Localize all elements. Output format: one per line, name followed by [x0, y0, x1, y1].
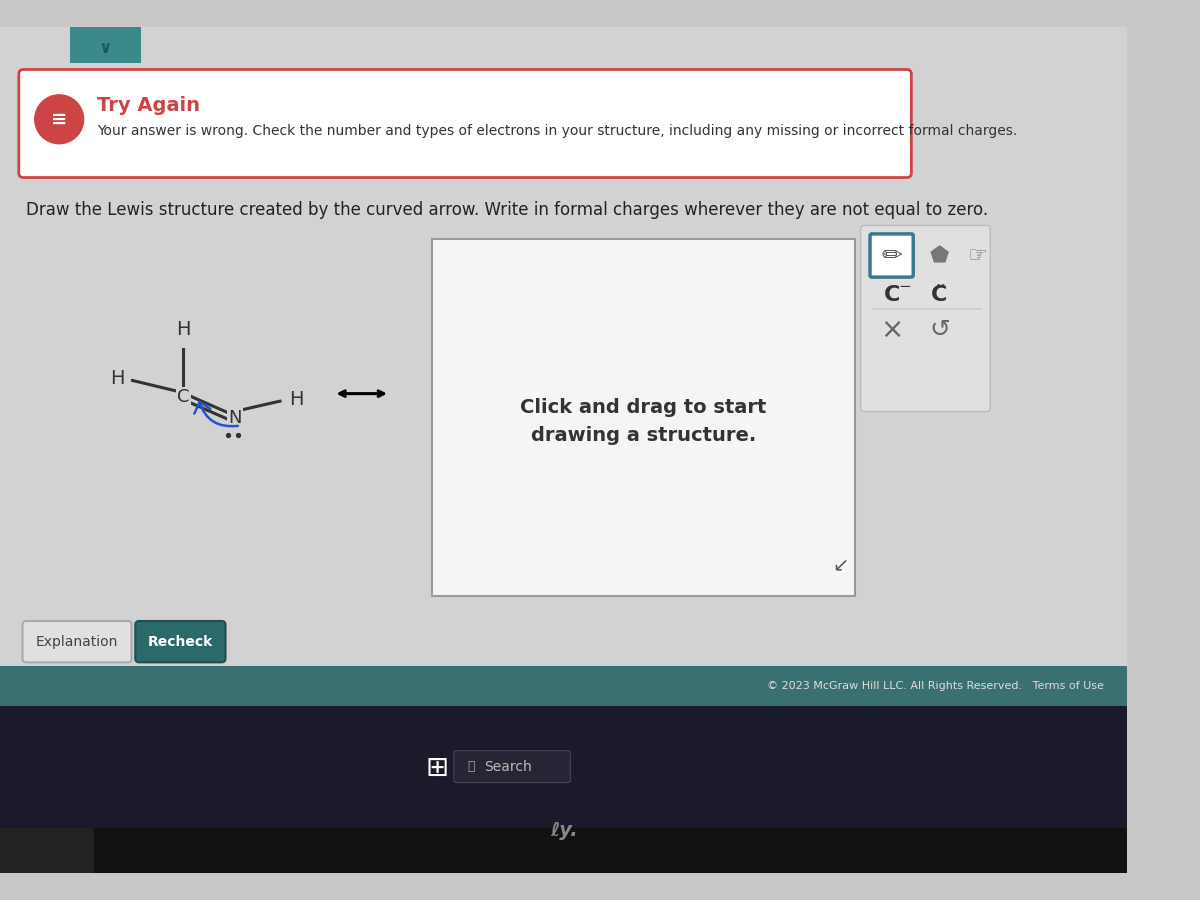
Text: ↙: ↙: [833, 555, 850, 574]
Text: C̈: C̈: [931, 285, 948, 305]
Text: Try Again: Try Again: [97, 95, 199, 114]
Text: N: N: [228, 410, 241, 427]
Text: 🔍: 🔍: [467, 760, 474, 773]
Bar: [0, 828, 94, 873]
FancyBboxPatch shape: [136, 621, 226, 662]
FancyBboxPatch shape: [860, 226, 990, 411]
Text: ⬟: ⬟: [930, 247, 949, 266]
Text: Recheck: Recheck: [148, 634, 214, 649]
Text: ↺: ↺: [929, 318, 950, 342]
Text: H: H: [176, 320, 191, 339]
Text: H: H: [289, 390, 304, 409]
Bar: [0, 666, 1128, 706]
Text: ×: ×: [880, 316, 904, 344]
Text: Search: Search: [484, 760, 532, 774]
Text: Explanation: Explanation: [36, 634, 119, 649]
Text: ℓy.: ℓy.: [550, 821, 577, 840]
Bar: [0, 828, 1128, 873]
Circle shape: [35, 94, 84, 144]
Text: Draw the Lewis structure created by the curved arrow. Write in formal charges wh: Draw the Lewis structure created by the …: [26, 202, 989, 220]
Text: ⊞: ⊞: [425, 753, 449, 781]
Text: Click and drag to start
drawing a structure.: Click and drag to start drawing a struct…: [521, 399, 767, 446]
Text: H: H: [110, 369, 125, 388]
Text: −: −: [899, 279, 911, 294]
Text: © 2023 McGraw Hill LLC. All Rights Reserved.   Terms of Use: © 2023 McGraw Hill LLC. All Rights Reser…: [767, 680, 1104, 691]
FancyBboxPatch shape: [870, 234, 913, 277]
FancyArrowPatch shape: [194, 402, 238, 427]
Bar: [0, 706, 1128, 828]
FancyBboxPatch shape: [454, 751, 570, 783]
FancyBboxPatch shape: [19, 69, 911, 177]
FancyBboxPatch shape: [23, 621, 132, 662]
Text: ✏: ✏: [881, 245, 902, 268]
Bar: [71, 27, 140, 63]
Text: ≡: ≡: [52, 110, 67, 129]
Text: Your answer is wrong. Check the number and types of electrons in your structure,: Your answer is wrong. Check the number a…: [97, 124, 1018, 139]
Text: C: C: [176, 389, 190, 407]
Bar: [432, 238, 854, 596]
Text: ∨: ∨: [98, 39, 112, 57]
Text: C: C: [883, 285, 900, 305]
Text: ☞: ☞: [967, 247, 988, 266]
